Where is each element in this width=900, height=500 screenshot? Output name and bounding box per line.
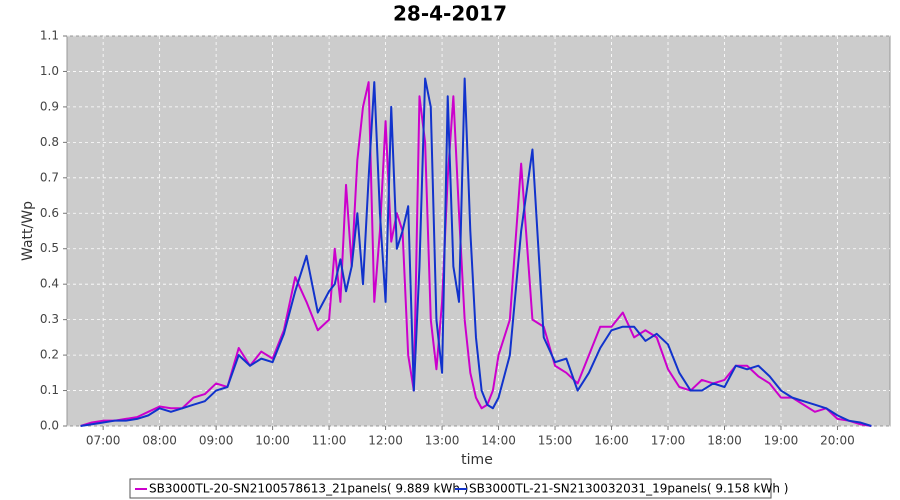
y-axis-label: Watt/Wp <box>20 201 36 261</box>
series-line <box>80 77 872 427</box>
x-tick-label: 12:00 <box>368 434 403 448</box>
x-tick-label: 10:00 <box>255 434 290 448</box>
x-tick-label: 17:00 <box>651 434 686 448</box>
x-tick-label: 14:00 <box>481 434 516 448</box>
legend-label: SB3000TL-21-SN2130032031_19panels( 9.158… <box>469 482 788 496</box>
x-tick-label: 13:00 <box>425 434 460 448</box>
lines <box>80 77 872 427</box>
y-tick-label: 1.1 <box>40 29 59 43</box>
y-tick-label: 0.0 <box>40 419 59 433</box>
y-tick-label: 0.7 <box>40 170 59 184</box>
y-tick-label: 0.2 <box>40 348 59 362</box>
y-tick-label: 0.8 <box>40 135 59 149</box>
y-tick-label: 0.9 <box>40 99 59 113</box>
y-tick-label: 1.0 <box>40 64 59 78</box>
y-tick-label: 0.6 <box>40 206 59 220</box>
x-tick-label: 19:00 <box>764 434 799 448</box>
x-tick-label: 11:00 <box>312 434 347 448</box>
y-tick-label: 0.1 <box>40 383 59 397</box>
x-tick-label: 20:00 <box>820 434 855 448</box>
x-tick-label: 18:00 <box>707 434 742 448</box>
x-tick-label: 07:00 <box>86 434 121 448</box>
x-tick-label: 09:00 <box>199 434 234 448</box>
y-tick-label: 0.4 <box>40 277 59 291</box>
x-axis-label: time <box>461 452 493 468</box>
legend-box <box>129 478 772 499</box>
legend-label: SB3000TL-20-SN2100578613_21panels( 9.889… <box>149 482 468 496</box>
chart-title: 28-4-2017 <box>393 2 507 26</box>
y-tick-label: 0.3 <box>40 312 59 326</box>
x-tick-label: 08:00 <box>142 434 177 448</box>
y-tick-label: 0.5 <box>40 241 59 255</box>
x-tick-label: 16:00 <box>594 434 629 448</box>
x-tick-label: 15:00 <box>538 434 573 448</box>
